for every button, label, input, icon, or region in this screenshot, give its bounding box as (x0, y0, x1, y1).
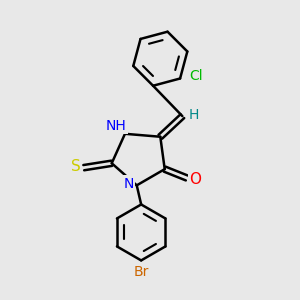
Text: H: H (188, 108, 199, 122)
Text: Cl: Cl (190, 69, 203, 82)
Text: N: N (123, 177, 134, 191)
Text: Br: Br (134, 265, 149, 279)
Text: NH: NH (106, 118, 127, 133)
Text: O: O (189, 172, 201, 187)
Text: S: S (70, 159, 80, 174)
